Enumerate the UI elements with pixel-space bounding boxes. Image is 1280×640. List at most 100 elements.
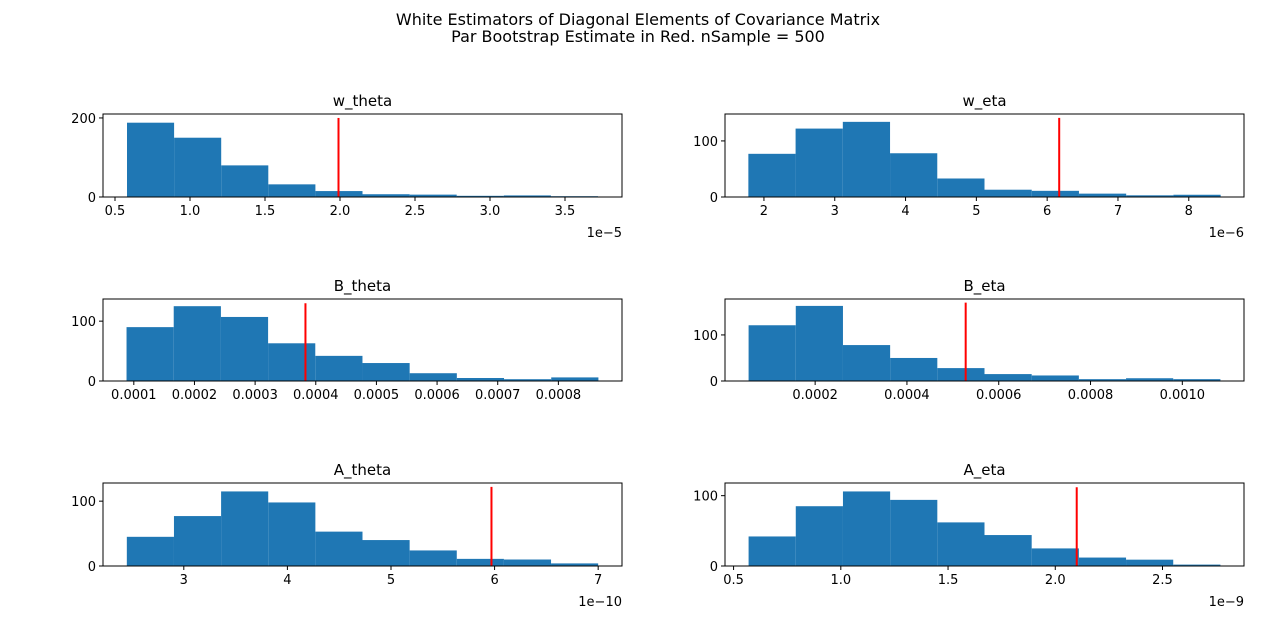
histogram-bar: [1031, 548, 1079, 566]
histogram-bar: [362, 194, 410, 197]
histogram-bar: [456, 378, 505, 381]
histogram-bar: [842, 491, 891, 566]
histogram-bar: [174, 137, 222, 197]
histogram-bar: [268, 502, 316, 566]
x-tick-label: 5: [972, 204, 980, 219]
histogram-bar: [551, 377, 599, 381]
x-tick-label: 2: [760, 204, 768, 219]
histogram-bar: [890, 499, 938, 566]
histogram-bar: [1031, 375, 1079, 381]
histogram-bar: [456, 195, 504, 197]
histogram-bar: [1031, 190, 1079, 197]
y-tick-label: 100: [71, 495, 96, 510]
subplot-title: A_eta: [963, 461, 1005, 480]
histogram-bar: [127, 122, 175, 197]
x-tick-label: 0.5: [723, 573, 744, 588]
subplot-title: w_eta: [962, 92, 1006, 111]
histogram-bar: [1126, 559, 1174, 566]
y-tick-label: 0: [710, 560, 718, 575]
x-tick-label: 6: [490, 573, 498, 588]
histogram-bar: [1126, 378, 1174, 381]
x-tick-label: 0.0004: [293, 388, 339, 403]
axes-frame: [102, 482, 623, 567]
y-tick-label: 0: [710, 375, 718, 390]
x-tick-label: 0.5: [105, 204, 126, 219]
y-tick-label: 0: [88, 560, 96, 575]
histogram-bar: [1173, 194, 1221, 197]
histogram-bar: [126, 536, 174, 566]
histogram-bar: [268, 343, 316, 381]
x-axis-offset-label: 1e−5: [587, 226, 622, 241]
histogram-bar: [1078, 379, 1127, 381]
histogram-bar: [795, 506, 843, 566]
histogram-bar: [409, 194, 457, 197]
y-tick-label: 200: [71, 112, 96, 127]
x-tick-label: 6: [1043, 204, 1051, 219]
x-tick-label: 4: [901, 204, 909, 219]
x-tick-label: 0.0006: [976, 388, 1022, 403]
y-tick-label: 100: [693, 490, 718, 505]
x-axis-offset-label: 1e−9: [1209, 595, 1244, 610]
axes-frame: [724, 113, 1245, 198]
histogram-bar: [503, 559, 552, 566]
subplot-B_eta: B_eta 0.0002 0.0004 0.0006 0.0008 0.0010 0 100: [693, 277, 1245, 403]
histogram-bar: [504, 379, 552, 381]
histogram-bar: [795, 305, 843, 381]
y-tick-label: 100: [693, 329, 718, 344]
x-tick-label: 8: [1185, 204, 1193, 219]
histogram-bar: [890, 153, 938, 197]
y-tick-label: 0: [88, 191, 96, 206]
subplot-A_eta: A_eta 0.5 1.0 1.5 2.0 2.5 0 100 1e−9: [693, 461, 1245, 610]
subplot-title: A_theta: [334, 461, 391, 480]
subplot-title: w_theta: [333, 92, 392, 111]
x-tick-label: 1.5: [255, 204, 276, 219]
histogram-bar: [1126, 195, 1174, 197]
x-tick-label: 1.5: [938, 573, 959, 588]
x-tick-label: 7: [594, 573, 602, 588]
x-tick-label: 2.5: [1152, 573, 1173, 588]
x-tick-label: 0.0010: [1160, 388, 1206, 403]
y-tick-label: 100: [71, 315, 96, 330]
histogram-bar: [551, 563, 599, 566]
histogram-bar: [126, 327, 174, 381]
x-tick-label: 3: [831, 204, 839, 219]
x-axis-offset-label: 1e−10: [578, 595, 622, 610]
histogram-bar: [937, 522, 985, 566]
x-axis-offset-label: 1e−6: [1209, 226, 1244, 241]
x-tick-label: 3.0: [480, 204, 501, 219]
subplot-w_eta: w_eta 2 3 4 5 6 7 8 0 100 1e−6: [693, 92, 1245, 241]
histogram-bar: [456, 558, 504, 566]
x-tick-label: 2.5: [405, 204, 426, 219]
histogram-bar: [409, 373, 457, 381]
histogram-bar: [748, 325, 796, 381]
histogram-bar: [890, 357, 938, 381]
histogram-bar: [937, 368, 985, 381]
x-tick-label: 1.0: [830, 573, 851, 588]
x-tick-label: 0.0003: [232, 388, 278, 403]
histogram-bar: [984, 535, 1032, 566]
histogram-bar: [173, 516, 222, 566]
x-tick-label: 7: [1114, 204, 1122, 219]
histogram-bar: [221, 491, 269, 566]
histogram-bar: [315, 355, 363, 381]
histogram-bar: [173, 306, 221, 381]
x-tick-label: 0.0007: [475, 388, 521, 403]
x-tick-label: 0.0002: [792, 388, 838, 403]
x-tick-label: 3.5: [555, 204, 576, 219]
x-tick-label: 2.0: [330, 204, 351, 219]
axes-frame: [102, 113, 623, 198]
x-tick-label: 0.0008: [1068, 388, 1114, 403]
histogram-bar: [842, 345, 891, 381]
histogram-bar: [221, 165, 269, 197]
x-tick-label: 0.0006: [414, 388, 460, 403]
x-tick-label: 4: [283, 573, 291, 588]
histogram-bar: [220, 316, 269, 381]
histogram-bar: [748, 536, 796, 566]
x-tick-label: 3: [180, 573, 188, 588]
axes-frame: [724, 482, 1245, 567]
x-tick-label: 5: [387, 573, 395, 588]
x-tick-label: 0.0001: [111, 388, 157, 403]
figure-title-line-2: Par Bootstrap Estimate in Red. nSample =…: [451, 27, 825, 46]
x-tick-label: 0.0004: [884, 388, 930, 403]
